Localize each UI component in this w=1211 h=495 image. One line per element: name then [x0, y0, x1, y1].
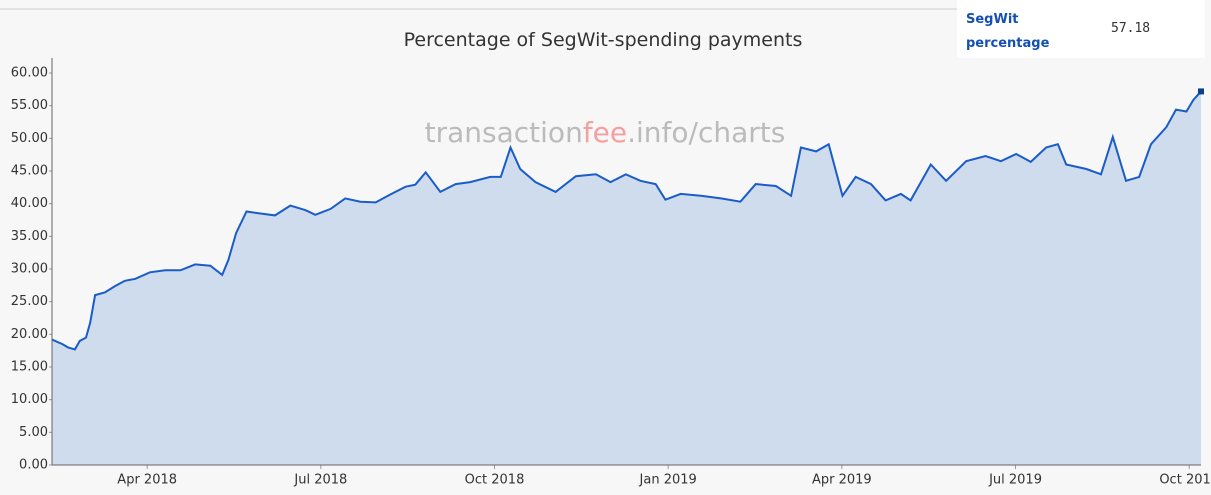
- line: [51, 90, 1202, 351]
- watermark-part: .info/charts: [627, 116, 785, 149]
- x-tick-label: Apr 2019: [812, 473, 872, 488]
- x-tick-label: Jul 2018: [293, 473, 347, 488]
- x-tick-label: Oct 2018: [465, 473, 525, 488]
- y-tick-label: 10.00: [11, 392, 48, 407]
- y-tick-label: 35.00: [11, 229, 48, 244]
- y-tick-label: 15.00: [11, 360, 48, 375]
- y-tick-label: 40.00: [11, 196, 48, 211]
- watermark: transactionfee.info/charts: [425, 116, 786, 149]
- y-tick-label: 0.00: [19, 458, 48, 473]
- y-tick-label: 60.00: [11, 66, 48, 81]
- y-tick-label: 50.00: [11, 131, 48, 146]
- tooltip: SegWit percentage 57.18: [957, 0, 1205, 58]
- x-tick-label: Jan 2019: [639, 473, 697, 488]
- hover-marker: [1198, 88, 1204, 95]
- chart-title: Percentage of SegWit-spending payments: [404, 29, 803, 51]
- x-tick-label: Jul 2019: [988, 473, 1042, 488]
- area: [52, 91, 1201, 466]
- x-tick-label: Oct 2019: [1159, 473, 1211, 488]
- watermark-part: fee: [583, 116, 627, 149]
- tooltip-value: 57.18: [1111, 21, 1151, 36]
- y-tick-label: 5.00: [19, 425, 48, 440]
- tooltip-label: SegWit percentage: [966, 12, 1050, 51]
- watermark-part: transaction: [425, 116, 583, 149]
- y-tick-label: 20.00: [11, 327, 48, 342]
- x-tick-label: Apr 2018: [117, 473, 177, 488]
- y-tick-label: 45.00: [11, 164, 48, 179]
- y-tick-label: 25.00: [11, 294, 48, 309]
- y-tick-label: 55.00: [11, 98, 48, 113]
- y-tick-label: 30.00: [11, 262, 48, 277]
